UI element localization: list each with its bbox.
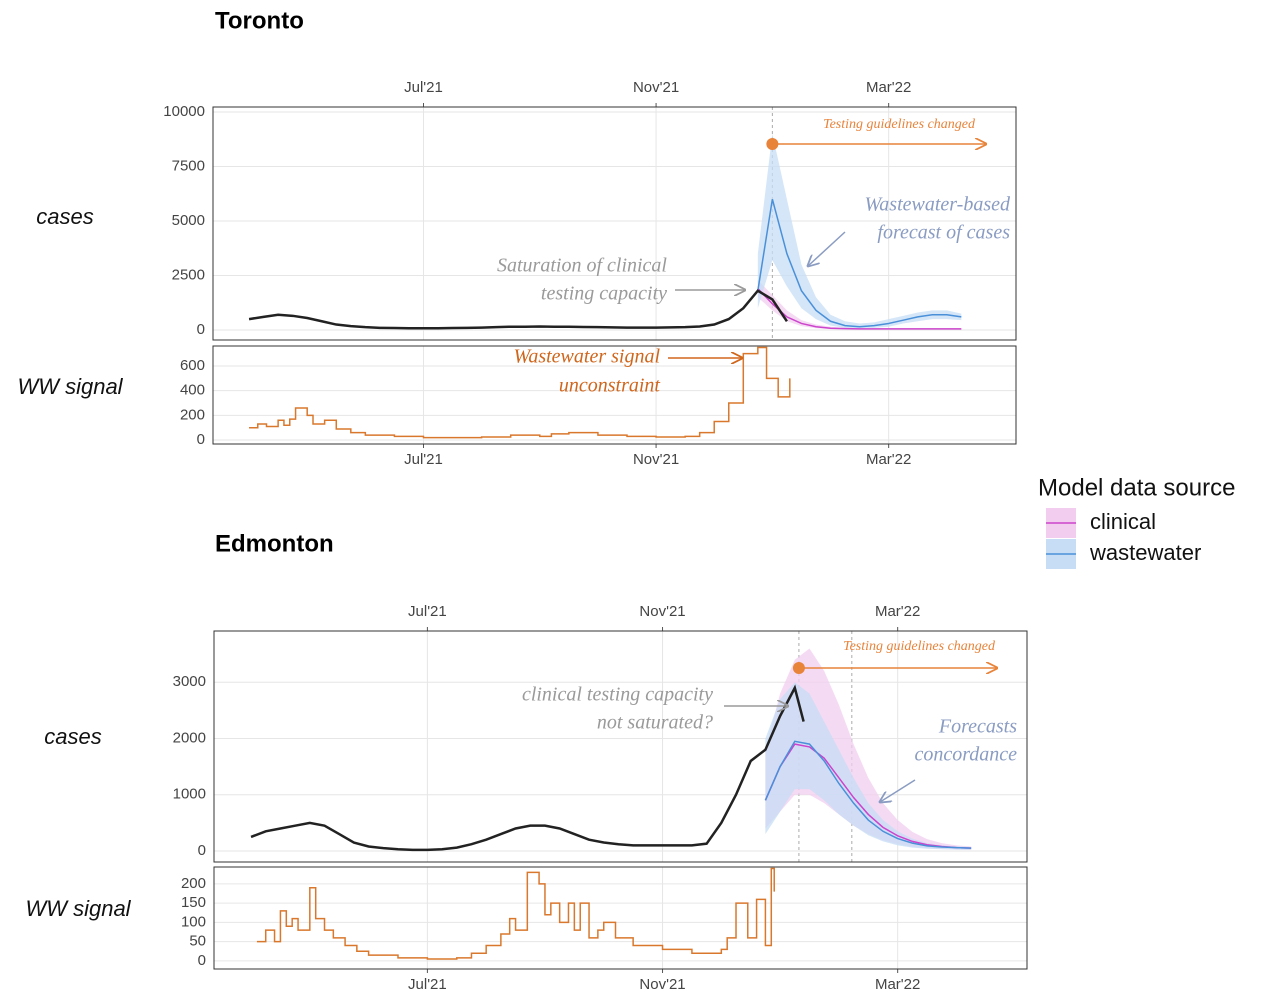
y-tick-label: 2000 [173, 729, 206, 746]
annotation-arrow [880, 779, 916, 802]
x-tick-label: Jul'21 [404, 451, 443, 468]
x-tick-label: Jul'21 [408, 976, 447, 991]
x-tick-label: Mar'22 [875, 976, 920, 991]
ww-signal-line [256, 867, 775, 960]
x-tick-label: Jul'21 [404, 79, 443, 96]
x-tick-label: Nov'21 [633, 79, 679, 96]
y-axis-label: WW signal [17, 374, 123, 399]
legend-label: wastewater [1089, 540, 1201, 565]
y-axis-label: cases [36, 204, 93, 229]
y-tick-label: 0 [197, 321, 205, 338]
annotation: clinical testing capacity [522, 684, 713, 706]
annotation: not saturated? [597, 712, 713, 734]
x-tick-label: Nov'21 [639, 976, 685, 991]
forecast-band [765, 648, 972, 850]
annotation: Wastewater-based [864, 194, 1011, 216]
x-tick-label: Mar'22 [866, 451, 911, 468]
x-tick-label: Mar'22 [866, 79, 911, 96]
x-tick-label: Nov'21 [639, 603, 685, 620]
y-tick-label: 200 [181, 875, 206, 892]
annotation: Testing guidelines changed [823, 117, 976, 132]
plot-frame [213, 630, 1028, 863]
y-tick-label: 400 [180, 382, 205, 399]
forecast-line [757, 198, 962, 328]
y-tick-label: 0 [197, 431, 205, 448]
observed-line [248, 289, 788, 330]
x-tick-label: Jul'21 [408, 603, 447, 620]
y-axis-label: cases [44, 724, 101, 749]
y-tick-label: 200 [180, 406, 205, 423]
x-tick-label: Nov'21 [633, 451, 679, 468]
annotation-arrow [808, 231, 846, 266]
annotation: forecast of cases [877, 222, 1010, 244]
annotation: Forecasts [938, 716, 1017, 738]
annotation: unconstraint [559, 375, 661, 397]
y-tick-label: 150 [181, 894, 206, 911]
legend-title: Model data source [1038, 474, 1235, 501]
annotation: testing capacity [541, 283, 667, 305]
x-tick-label: Mar'22 [875, 603, 920, 620]
y-tick-label: 600 [180, 357, 205, 374]
y-tick-label: 0 [198, 842, 206, 859]
panel-title: Edmonton [215, 530, 334, 557]
y-tick-label: 5000 [172, 212, 205, 229]
annotation: concordance [914, 744, 1017, 766]
annotation: Saturation of clinical [497, 255, 667, 277]
y-tick-label: 0 [198, 952, 206, 969]
y-axis-label: WW signal [25, 896, 131, 921]
plot-frame [212, 106, 1017, 341]
annotation: Wastewater signal [514, 346, 661, 368]
observed-line [250, 684, 805, 852]
y-tick-label: 7500 [172, 157, 205, 174]
plot-frame [212, 345, 1017, 445]
y-tick-label: 3000 [173, 673, 206, 690]
plot-frame [213, 866, 1028, 970]
legend-label: clinical [1090, 509, 1156, 534]
ww-signal-line [249, 346, 791, 439]
forecast-line [757, 288, 962, 330]
y-tick-label: 2500 [172, 266, 205, 283]
annotation: Testing guidelines changed [843, 639, 996, 654]
y-tick-label: 1000 [173, 786, 206, 803]
y-tick-label: 10000 [163, 103, 205, 120]
y-tick-label: 100 [181, 913, 206, 930]
y-tick-label: 50 [189, 933, 206, 950]
panel-title: Toronto [215, 7, 304, 34]
forecast-band [765, 682, 972, 850]
forecast-line [764, 740, 972, 849]
